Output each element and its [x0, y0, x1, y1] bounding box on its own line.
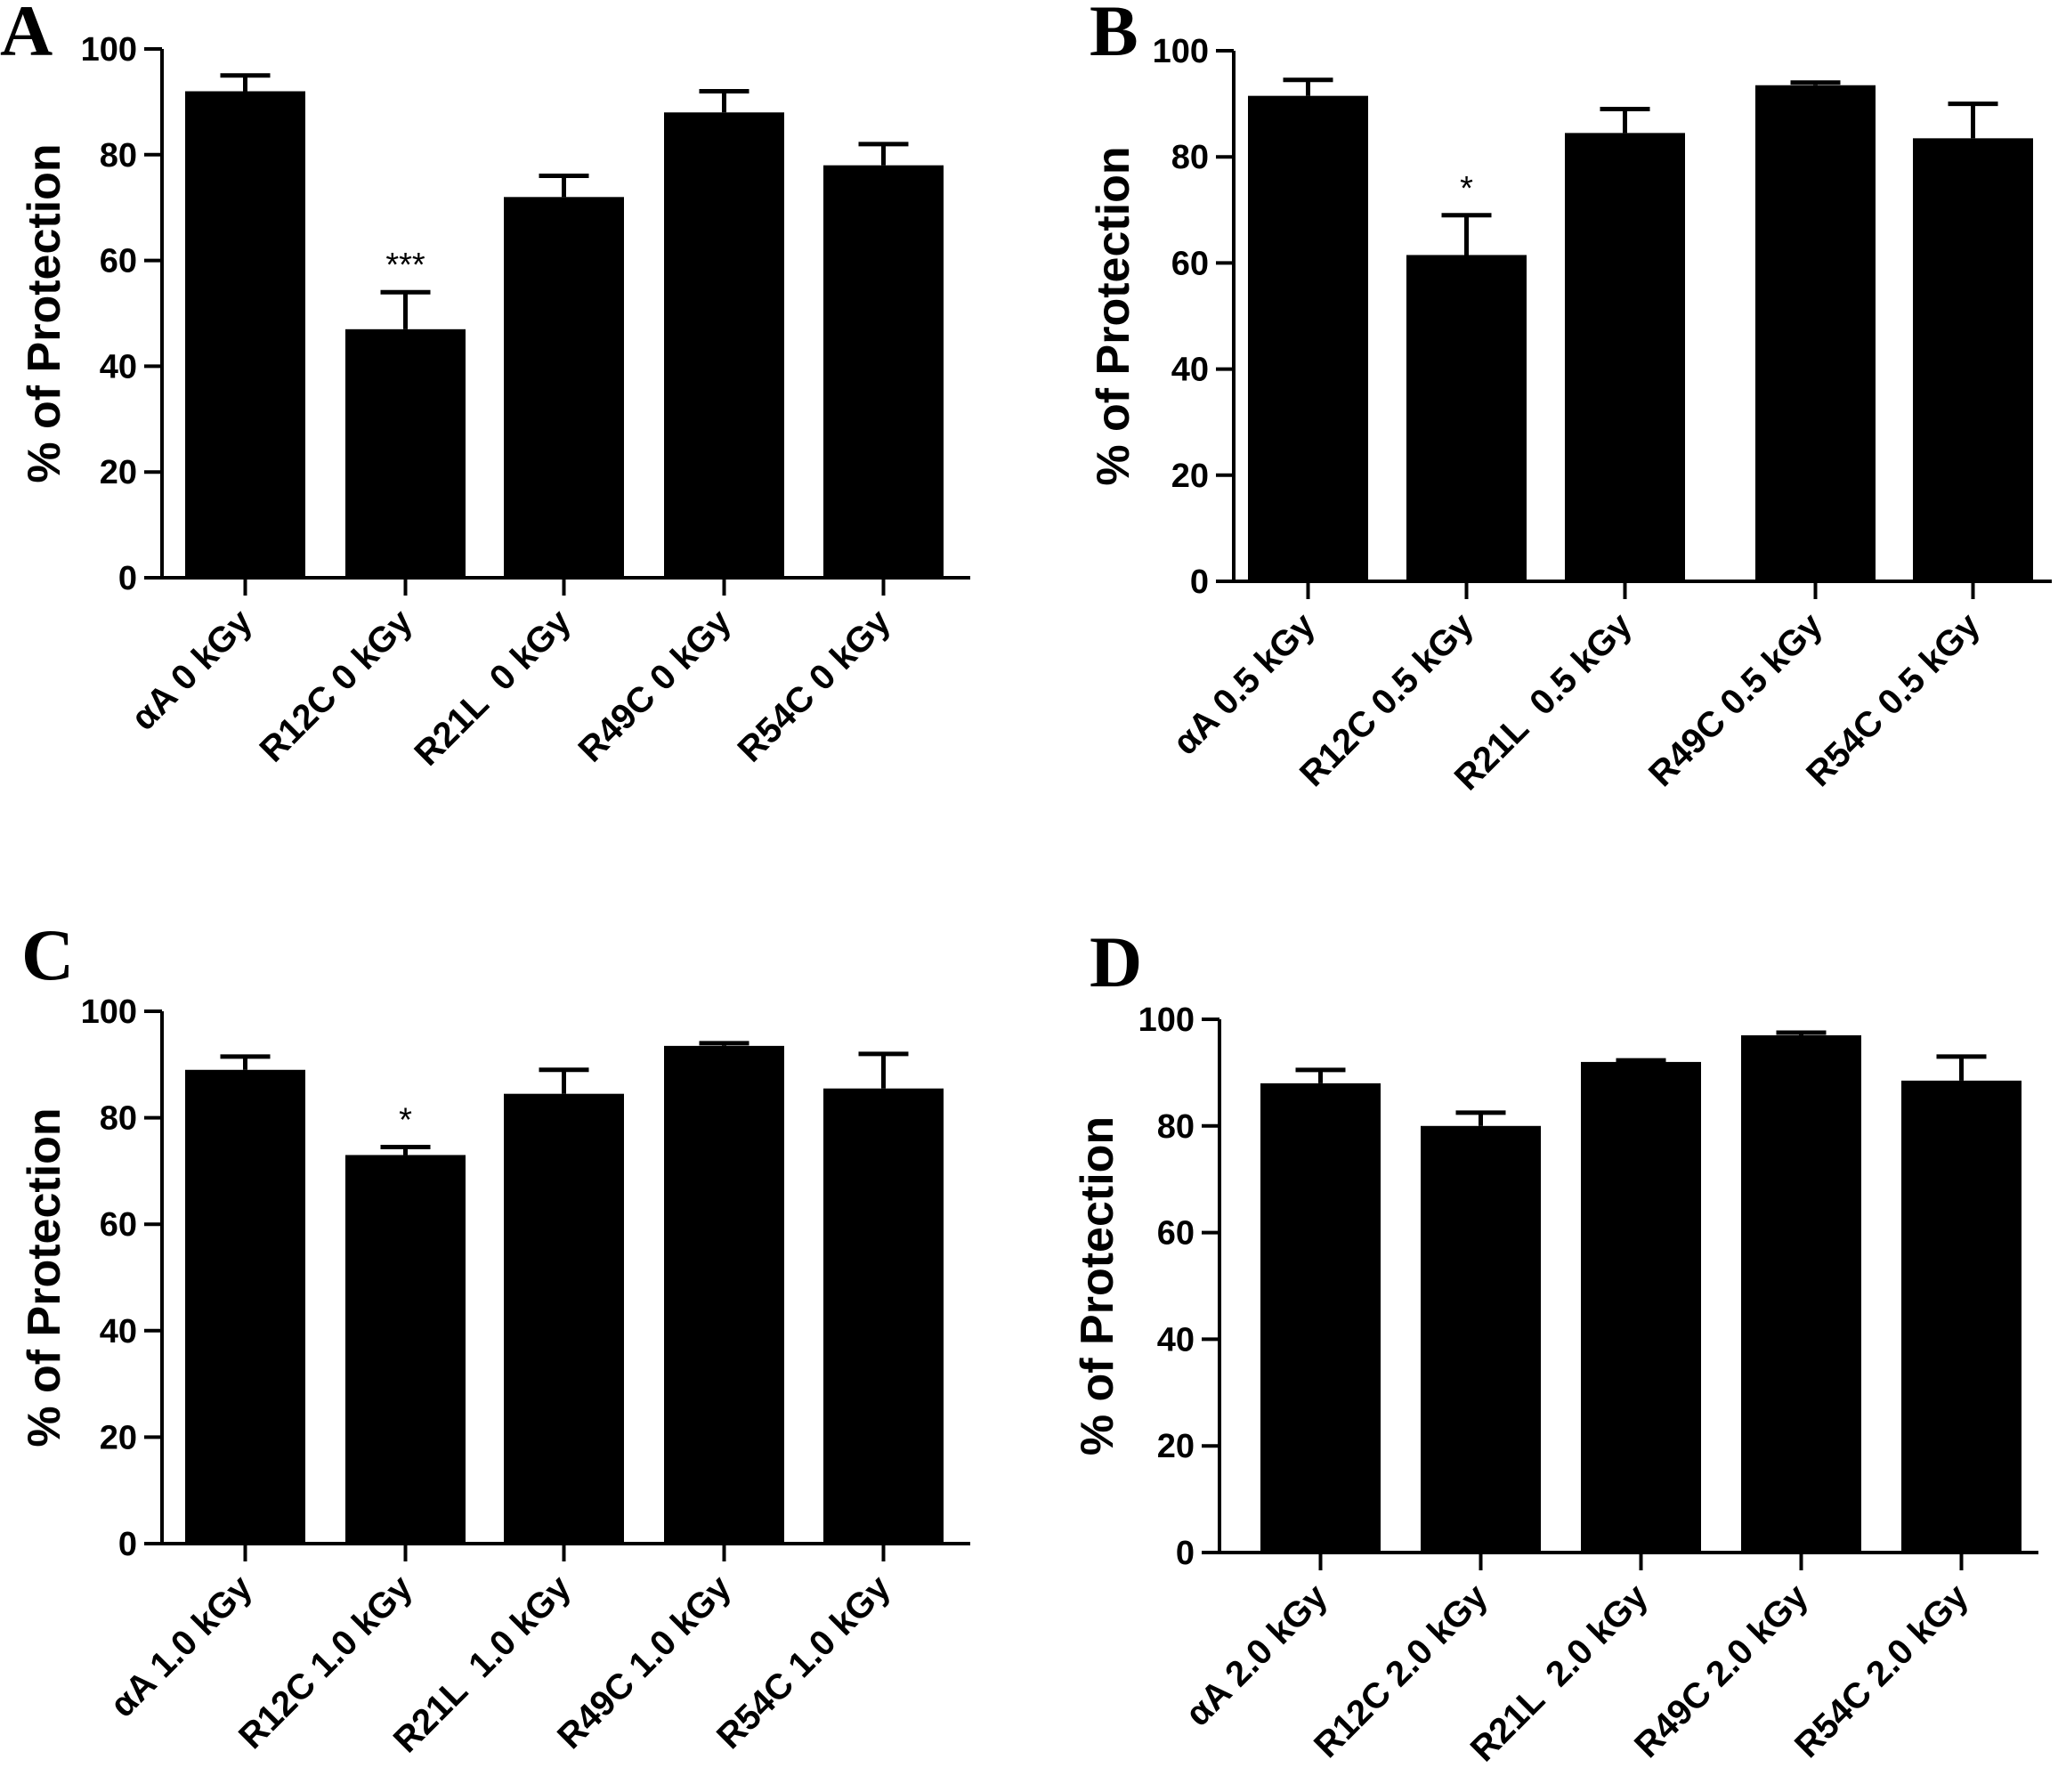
y-tick-label: 20 [1157, 1428, 1195, 1465]
bar [1581, 1061, 1701, 1553]
bar [1421, 1125, 1541, 1553]
y-axis-label: % of Protection [1072, 1116, 1123, 1455]
y-tick-label: 80 [100, 137, 137, 174]
bar [185, 1069, 305, 1544]
x-category-label: R54C 0 kGy [731, 602, 899, 770]
bar [1248, 95, 1368, 581]
x-category-label: R54C 2.0 kGy [1787, 1577, 1976, 1765]
y-tick-label: 0 [118, 560, 137, 597]
bar [345, 1155, 466, 1544]
significance-marker: *** [385, 247, 425, 284]
bar [1741, 1034, 1861, 1553]
y-tick-label: 100 [81, 31, 137, 69]
bar [823, 1088, 944, 1544]
chart-panel-a: A % of Protection 0 20 40 60 80 100 αA 0 kGyR12C… [0, 0, 970, 774]
bar [1406, 255, 1527, 581]
x-category-label: αA 0 kGy [124, 602, 260, 738]
bar [1260, 1082, 1381, 1553]
x-category-label: αA 2.0 kGy [1178, 1577, 1335, 1734]
y-tick-label: 80 [1171, 139, 1209, 176]
x-category-label: αA 0.5 kGy [1165, 605, 1323, 763]
bar [1565, 133, 1685, 581]
x-category-label: R49C 0 kGy [571, 602, 740, 770]
x-category-label: αA 1.0 kGy [102, 1568, 260, 1725]
bar [664, 1045, 784, 1544]
significance-marker: * [1460, 170, 1473, 207]
bar [345, 328, 466, 578]
y-tick-label: 60 [1171, 245, 1209, 282]
y-tick-label: 40 [1157, 1321, 1195, 1358]
x-category-label: R12C 0 kGy [253, 602, 421, 770]
bar [1913, 138, 2033, 581]
y-tick-label: 40 [1171, 352, 1209, 389]
bar [504, 1093, 624, 1544]
panel-letter: A [0, 0, 53, 71]
panel-letter: D [1090, 921, 1142, 1002]
y-tick-label: 100 [1153, 33, 1209, 70]
x-category-label: R21L 0 kGy [407, 602, 579, 774]
y-tick-label: 0 [1190, 564, 1209, 601]
y-tick-label: 0 [1176, 1535, 1195, 1572]
y-tick-label: 60 [100, 1206, 137, 1244]
y-tick-label: 0 [118, 1526, 137, 1563]
y-axis-label: % of Protection [1088, 146, 1139, 485]
y-tick-label: 80 [1157, 1108, 1195, 1146]
y-tick-label: 20 [100, 1419, 137, 1456]
y-axis-label: % of Protection [19, 143, 70, 482]
y-tick-label: 20 [100, 454, 137, 491]
bar [1901, 1080, 2022, 1553]
y-axis-label: % of Protection [19, 1107, 70, 1447]
y-tick-label: 60 [100, 243, 137, 280]
bar [664, 112, 784, 578]
bar [823, 165, 944, 578]
y-tick-label: 100 [1138, 1001, 1195, 1039]
y-tick-label: 80 [100, 1100, 137, 1138]
y-tick-label: 40 [100, 348, 137, 385]
panel-letter: B [1090, 0, 1138, 71]
y-tick-label: 20 [1171, 458, 1209, 495]
panel-letter: C [21, 914, 74, 995]
bar [504, 197, 624, 578]
significance-marker: * [399, 1101, 412, 1139]
bar [185, 91, 305, 578]
y-tick-label: 100 [81, 993, 137, 1031]
y-tick-label: 40 [100, 1313, 137, 1350]
bar [1755, 85, 1876, 582]
y-tick-label: 60 [1157, 1215, 1195, 1253]
